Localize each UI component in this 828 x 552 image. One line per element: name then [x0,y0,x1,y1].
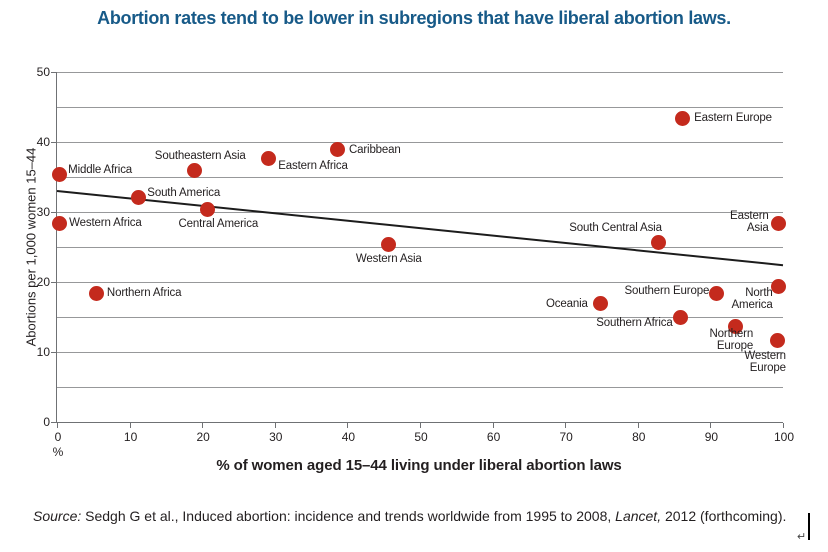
x-tick [57,423,58,428]
paragraph-mark-icon: ↵ [797,531,807,543]
x-tick-label: 0 [54,430,62,444]
data-point [260,150,276,166]
x-tick-label: 20 [196,430,210,444]
data-point [708,285,724,301]
data-point [673,309,689,325]
x-tick-label: 40 [341,430,356,444]
x-tick-label: 50 [414,430,428,444]
data-point [199,202,215,218]
data-point [674,110,690,126]
data-point [330,142,346,158]
source-citation: Sedgh G et al., Induced abortion: incide… [81,508,616,524]
x-tick-label: 70 [559,430,573,444]
source-note: Source: Sedgh G et al., Induced abortion… [33,507,786,525]
data-point [51,215,67,231]
gridline [57,72,783,73]
data-point-label: Southern Africa [596,317,673,329]
source-journal: Lancet, [615,508,662,524]
chart-title: Abortion rates tend to be lower in subre… [97,8,731,28]
data-point [130,189,146,205]
data-point-label: North America [731,286,773,311]
y-tick [51,352,56,353]
data-point [593,295,609,311]
data-point-label: Southeastern Asia [154,150,246,162]
data-point [51,167,67,183]
x-tick [129,423,131,428]
data-point-label: Middle Africa [68,163,133,176]
x-tick-label: 80 [632,430,646,444]
gridline [57,282,783,283]
source-label: Source: [33,508,82,524]
gridline [57,352,783,353]
source-citation-suffix: 2012 (forthcoming). [661,508,787,524]
y-tick-label: 30 [36,205,50,219]
data-point-label: Eastern Europe [694,112,772,125]
y-tick-label: 10 [36,345,50,359]
data-point-label: Eastern Africa [278,160,348,173]
y-axis-line [56,72,57,422]
gridline [57,247,783,248]
data-point-label: Eastern Asia [730,209,769,234]
data-point-label: South America [147,187,221,200]
percent-unit-label: % [52,445,64,459]
gridline [57,387,783,388]
data-point-label: South Central Asia [569,221,662,234]
x-tick [202,423,204,428]
data-point-label: Caribbean [348,143,401,156]
y-tick [51,212,56,213]
x-tick [565,423,567,428]
x-tick-label: 100 [773,430,795,444]
y-tick [51,72,56,73]
x-tick-label: 10 [123,430,138,444]
data-point-label: Western Africa [69,217,142,230]
data-point-label: Northern Europe [709,328,754,353]
x-tick [347,423,349,428]
data-point [770,332,786,348]
x-tick-label: 90 [704,430,719,444]
data-point-label: Oceania [545,298,588,310]
gridline [57,177,783,178]
x-tick [783,423,784,428]
x-tick [710,423,712,428]
y-tick [51,282,56,283]
x-tick-label: 60 [486,430,501,444]
data-point-label: Western Europe [744,350,786,375]
data-point [186,162,202,178]
data-point [771,216,787,232]
gridline [57,142,783,143]
y-tick-label: 20 [36,275,50,289]
data-point [727,318,743,334]
data-point [771,279,787,295]
x-axis-title: % of women aged 15–44 living under liber… [216,457,622,474]
y-tick [51,142,56,143]
x-tick [420,423,421,428]
x-tick-label: 30 [269,430,283,444]
gridline [57,107,783,108]
data-point-label: Central America [178,217,259,230]
data-point [651,235,667,251]
gridline [57,212,783,213]
y-tick-label: 50 [36,65,50,79]
y-tick [51,422,56,423]
y-tick-label: 0 [43,415,50,429]
data-point [381,236,397,252]
text-cursor [808,513,810,540]
data-point-label: Western Asia [355,253,422,266]
data-point [89,285,105,301]
x-tick [274,423,276,428]
data-point-label: Southern Europe [624,285,710,298]
gridline [57,317,783,318]
x-axis-line [56,422,783,423]
x-tick [637,423,639,428]
trend-line [56,190,784,267]
x-tick [492,423,494,428]
y-tick-label: 40 [36,135,50,149]
data-point-label: Northern Africa [106,287,182,300]
